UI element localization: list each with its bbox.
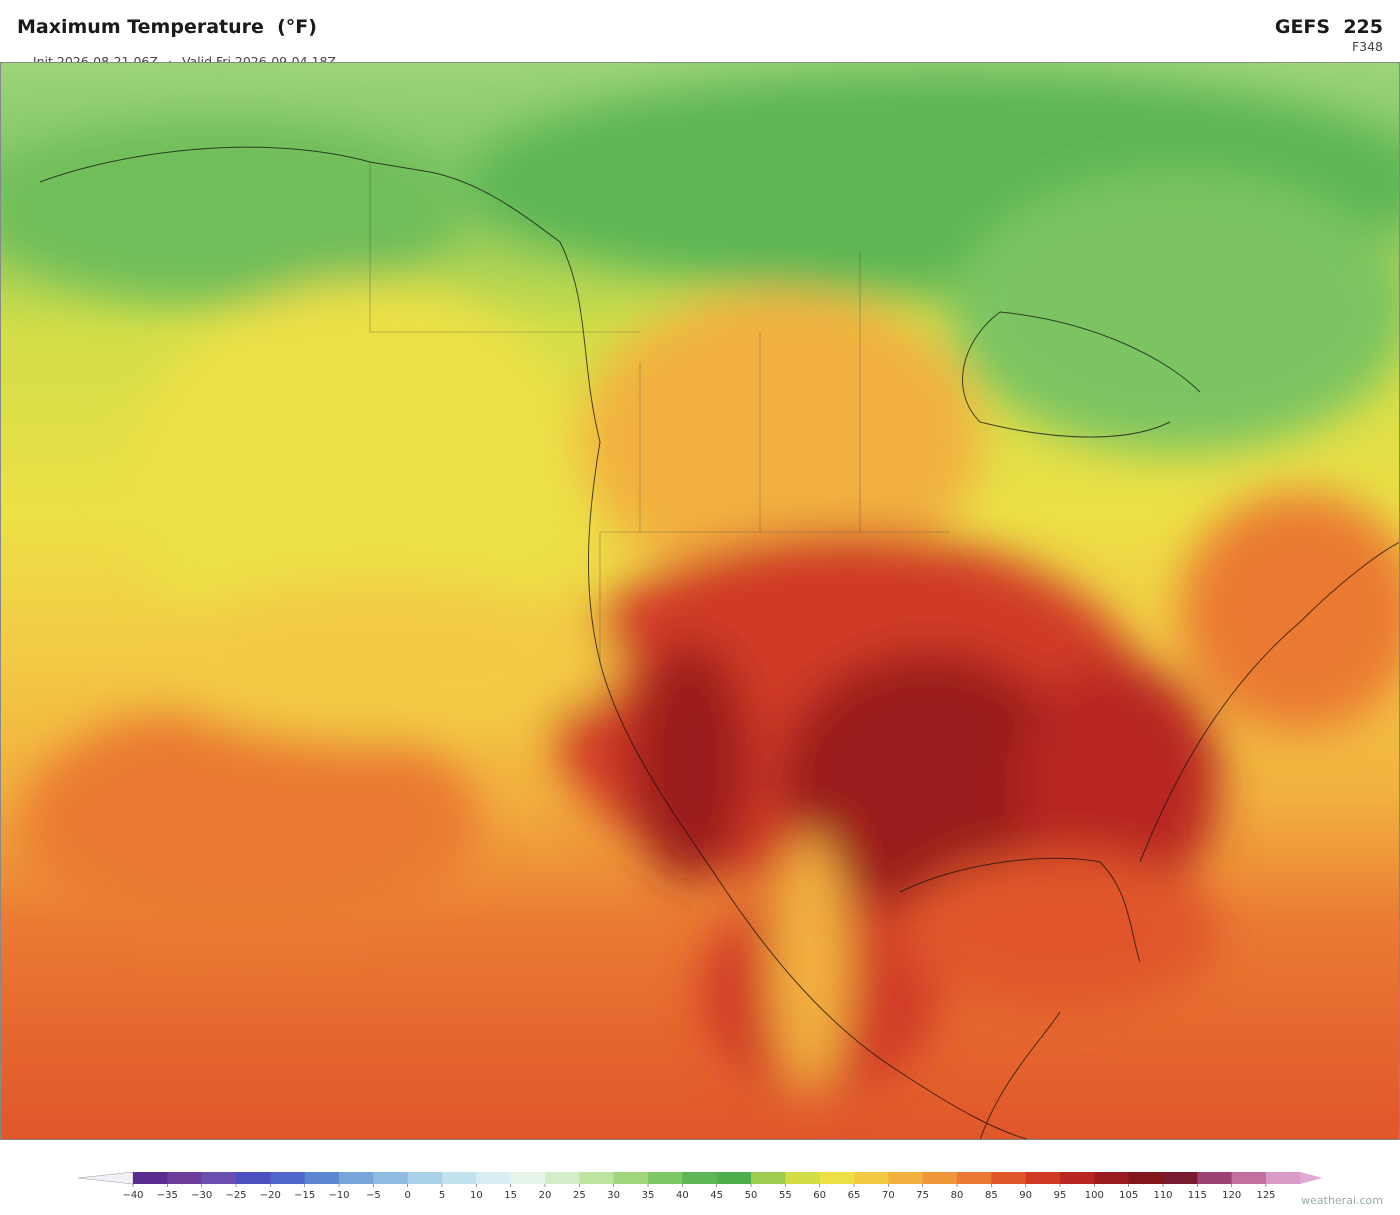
colorbar-tick-label: 55 [779, 1190, 792, 1201]
model: GEFS 225 [1274, 16, 1383, 38]
colorbar-tick-label: 85 [985, 1190, 998, 1201]
colorbar-under [77, 1171, 134, 1185]
colorbar-bin [1266, 1172, 1301, 1184]
colorbar-bin [1025, 1172, 1061, 1184]
colorbar-bin [648, 1172, 683, 1184]
colorbar-tick-label: 40 [676, 1190, 689, 1201]
colorbar-bin [133, 1172, 168, 1184]
colorbar-bin [270, 1172, 306, 1184]
colorbar-tick-label: 25 [573, 1190, 586, 1201]
colorbar-bin [751, 1172, 786, 1184]
colorbar-tick-label: 90 [1019, 1190, 1032, 1201]
colorbar-bin [304, 1172, 340, 1184]
separator: · [167, 54, 172, 69]
colorbar-tick-label: −10 [328, 1190, 349, 1201]
colorbar-bin [854, 1172, 889, 1184]
colorbar-bin [888, 1172, 924, 1184]
colorbar-tick-label: 100 [1085, 1190, 1104, 1201]
colorbar-bin [476, 1172, 512, 1184]
colorbar-bin [1060, 1172, 1095, 1184]
colorbar-tick-label: 35 [642, 1190, 655, 1201]
colorbar-bin [1163, 1172, 1198, 1184]
colorbar-tick-label: 15 [504, 1190, 517, 1201]
colorbar-tick-label: 50 [745, 1190, 758, 1201]
colorbar-tick-label: −30 [191, 1190, 212, 1201]
colorbar-tick-label: 10 [470, 1190, 483, 1201]
map [0, 62, 1400, 1140]
colorbar-tick-label: 30 [607, 1190, 620, 1201]
colorbar-tick-label: −25 [225, 1190, 246, 1201]
colorbar-over [1300, 1172, 1323, 1184]
colorbar-bin [339, 1172, 374, 1184]
colorbar-bin [613, 1172, 649, 1184]
colorbar-bin [510, 1172, 546, 1184]
colorbar-tick-label: 45 [710, 1190, 723, 1201]
colorbar-bin [957, 1172, 992, 1184]
colorbar-bin [407, 1172, 443, 1184]
colorbar-bin [201, 1172, 237, 1184]
colorbar-tick-label: −35 [157, 1190, 178, 1201]
colorbar-tick-label: −20 [260, 1190, 281, 1201]
colorbar-bin [819, 1172, 855, 1184]
colorbar-tick-label: 70 [882, 1190, 895, 1201]
colorbar-tick-label: 65 [848, 1190, 861, 1201]
colorbar-bin [1094, 1172, 1130, 1184]
watermark: weatherai.com [1301, 1194, 1383, 1207]
colorbar-tick-label: 125 [1256, 1190, 1275, 1201]
forecast-hour: F348 [1351, 39, 1383, 54]
colorbar-bin [442, 1172, 477, 1184]
colorbar-bin [1231, 1172, 1267, 1184]
colorbar-bin [1128, 1172, 1164, 1184]
colorbar-bin [236, 1172, 271, 1184]
colorbar-tick-label: 0 [404, 1190, 410, 1201]
colorbar-tick-label: 105 [1119, 1190, 1138, 1201]
colorbar-tick-label: −5 [366, 1190, 381, 1201]
colorbar-bin [785, 1172, 821, 1184]
colorbar-bin [167, 1172, 203, 1184]
colorbar-bin [579, 1172, 615, 1184]
colorbar-bin [682, 1172, 718, 1184]
colorbar-tick-label: −40 [122, 1190, 143, 1201]
colorbar-tick-label: 95 [1054, 1190, 1067, 1201]
colorbar-tick-label: 5 [439, 1190, 445, 1201]
colorbar-bin [545, 1172, 580, 1184]
title: Maximum Temperature (°F) [17, 16, 317, 38]
colorbar-tick-label: 75 [916, 1190, 929, 1201]
colorbar-tick-label: 60 [813, 1190, 826, 1201]
colorbar: −40 −35 −30 −25 −20 −15 −10 −5 0 5 10 15 20 25 30 35 40 4… [77, 1171, 1323, 1201]
colorbar-bin [991, 1172, 1027, 1184]
colorbar-tick-label: 80 [951, 1190, 964, 1201]
colorbar-tick-label: 110 [1153, 1190, 1172, 1201]
colorbar-bin [922, 1172, 958, 1184]
colorbar-tick-label: 120 [1222, 1190, 1241, 1201]
colorbar-tick-label: 20 [539, 1190, 552, 1201]
colorbar-tick-label: 115 [1188, 1190, 1207, 1201]
colorbar-bin [373, 1172, 409, 1184]
colorbar-bin [1197, 1172, 1233, 1184]
colorbar-tick-label: −15 [294, 1190, 315, 1201]
colorbar-bin [716, 1172, 752, 1184]
